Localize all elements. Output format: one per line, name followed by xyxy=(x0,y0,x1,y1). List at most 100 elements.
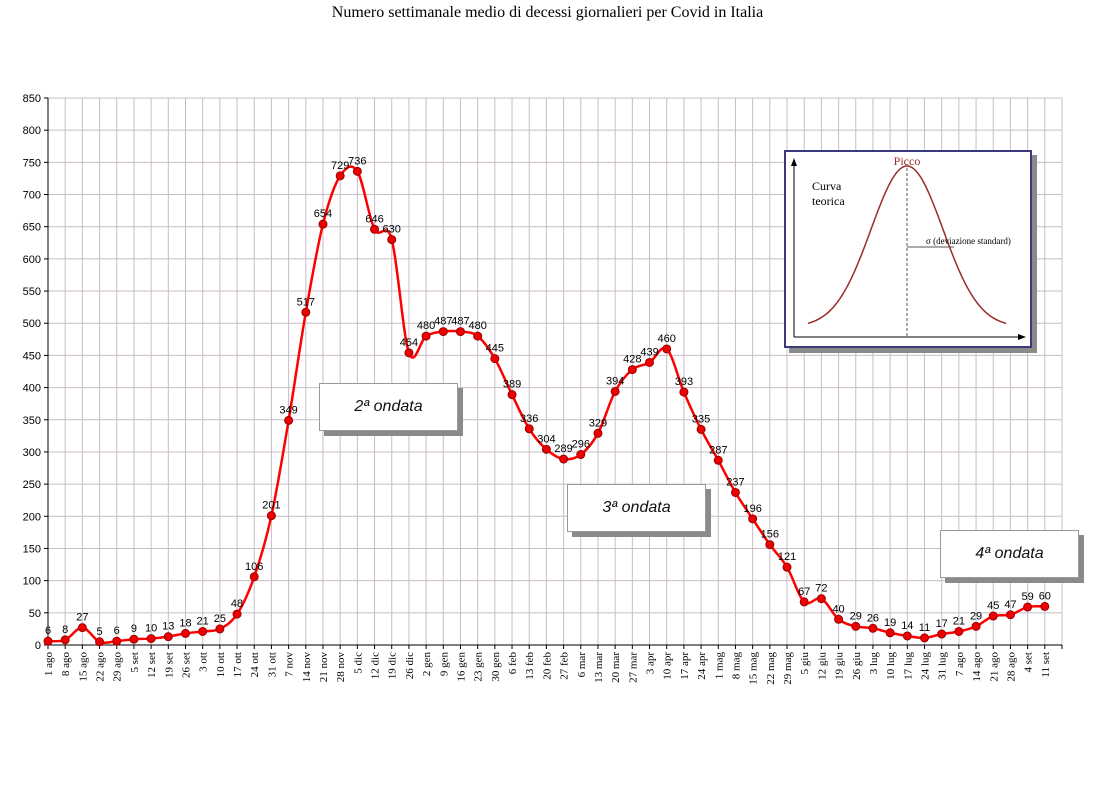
data-point xyxy=(576,450,586,460)
x-tick-label: 17 lug xyxy=(902,652,914,680)
x-tick-label: 8 mag xyxy=(730,652,742,680)
x-tick-label: 28 ago xyxy=(1005,652,1017,682)
x-tick-label: 17 apr xyxy=(679,652,691,680)
data-point xyxy=(765,540,775,550)
y-tick-label: 650 xyxy=(23,222,41,234)
x-tick-label: 28 nov xyxy=(335,652,347,683)
data-label: 196 xyxy=(743,503,761,515)
data-point xyxy=(713,455,723,465)
y-tick-label: 850 xyxy=(23,93,41,105)
x-tick-label: 11 set xyxy=(1040,652,1052,678)
data-point xyxy=(971,621,981,631)
data-point xyxy=(1023,602,1033,612)
x-tick-label: 12 giu xyxy=(816,652,828,680)
data-label: 201 xyxy=(262,500,280,512)
data-label: 729 xyxy=(331,160,349,172)
data-point xyxy=(249,572,259,582)
data-point xyxy=(352,166,362,176)
data-point xyxy=(954,626,964,636)
x-tick-label: 22 mag xyxy=(765,652,777,685)
data-label: 121 xyxy=(778,551,796,563)
x-tick-label: 29 ago xyxy=(112,652,124,682)
data-label: 349 xyxy=(279,404,297,416)
data-label: 393 xyxy=(675,376,693,388)
y-tick-label: 0 xyxy=(35,640,41,652)
y-tick-label: 600 xyxy=(23,254,41,266)
data-label: 487 xyxy=(434,316,452,328)
annotation-wave-2: 2ª ondata xyxy=(319,383,458,431)
inset-diagram: Picco Curva teorica σ (deviazione standa… xyxy=(791,154,1026,340)
y-tick-labels: 0 50 100 150 200 250 300 350 400 450 500 550 600 650 7… xyxy=(23,93,41,652)
x-tick-label: 22 ago xyxy=(95,652,107,682)
x-tick-label: 15 ago xyxy=(77,652,89,682)
data-label: 6 xyxy=(114,625,120,637)
x-tick-label: 5 set xyxy=(129,652,141,672)
y-tick-label: 100 xyxy=(23,576,41,588)
x-tick-label: 17 ott xyxy=(232,652,244,677)
data-label: 25 xyxy=(214,613,226,625)
x-tick-label: 24 apr xyxy=(696,652,708,680)
data-label: 10 xyxy=(145,623,157,635)
data-point xyxy=(180,628,190,638)
inset-x-arrow xyxy=(1018,334,1026,340)
data-point xyxy=(885,628,895,638)
x-tick-labels: 1 ago 8 ago 15 ago 22 ago 29 ago 5 set 12 set 1… xyxy=(43,652,1052,685)
data-label: 11 xyxy=(919,622,930,634)
data-label: 19 xyxy=(884,617,896,629)
annotation-wave-3: 3ª ondata xyxy=(567,484,706,532)
y-tick-label: 200 xyxy=(23,511,41,523)
data-point xyxy=(455,327,465,337)
data-point xyxy=(541,444,551,454)
inset-bell-curve xyxy=(807,165,1007,325)
data-label: 329 xyxy=(589,417,607,429)
data-label: 517 xyxy=(297,296,315,308)
x-tick-label: 31 lug xyxy=(937,652,949,680)
data-point xyxy=(146,634,156,644)
data-label: 27 xyxy=(76,612,88,624)
data-label: 630 xyxy=(383,224,401,236)
data-label: 6 xyxy=(45,625,51,637)
x-tick-label: 27 feb xyxy=(559,652,571,680)
y-tick-label: 500 xyxy=(23,318,41,330)
annotation-wave-3-text: 3ª ondata xyxy=(602,499,671,516)
data-label: 439 xyxy=(640,346,658,358)
data-point xyxy=(301,307,311,317)
x-tick-label: 2 gen xyxy=(421,652,433,677)
data-point xyxy=(421,331,431,341)
data-point xyxy=(77,623,87,633)
inset-curve-label-1: Curva xyxy=(812,179,842,193)
x-tick-label: 24 lug xyxy=(920,652,932,680)
data-point xyxy=(593,428,603,438)
data-point xyxy=(112,636,122,646)
y-tick-label: 50 xyxy=(29,608,41,620)
y-tick-label: 700 xyxy=(23,190,41,202)
y-tick-label: 800 xyxy=(23,125,41,137)
x-tick-label: 12 dic xyxy=(370,652,382,679)
data-label: 487 xyxy=(451,316,469,328)
data-point xyxy=(730,487,740,497)
data-point xyxy=(662,344,672,354)
data-point xyxy=(524,424,534,434)
x-tick-label: 7 nov xyxy=(284,652,296,677)
x-tick-label: 3 lug xyxy=(868,652,880,675)
x-tick-label: 26 dic xyxy=(404,652,416,679)
x-tick-label: 20 mar xyxy=(610,652,622,683)
x-tick-label: 3 ott xyxy=(198,652,210,672)
data-label: 40 xyxy=(832,603,844,615)
x-tick-label: 29 mag xyxy=(782,652,794,685)
data-label: 8 xyxy=(62,624,68,636)
data-label: 45 xyxy=(987,600,999,612)
data-point xyxy=(851,621,861,631)
data-point xyxy=(920,633,930,643)
x-tick-label: 23 gen xyxy=(473,652,485,682)
x-tick-label: 7 ago xyxy=(954,652,966,677)
data-point xyxy=(266,511,276,521)
x-tick-label: 31 ott xyxy=(266,652,278,677)
axes xyxy=(44,97,1063,649)
y-tick-label: 750 xyxy=(23,157,41,169)
data-label: 21 xyxy=(953,615,965,627)
inset-sigma-label: σ (deviazione standard) xyxy=(926,236,1011,246)
data-point xyxy=(387,235,397,245)
data-point xyxy=(679,387,689,397)
